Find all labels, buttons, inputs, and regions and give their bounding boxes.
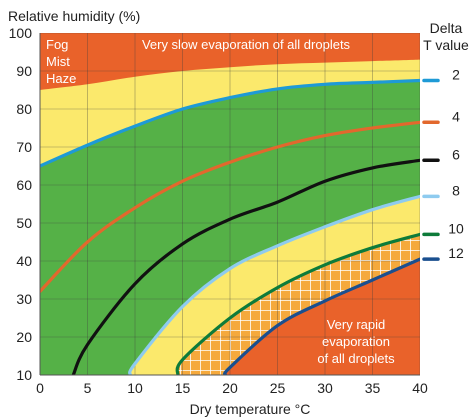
legend-label-delta-6: 6 [452, 146, 460, 162]
x-tick-label: 0 [36, 380, 44, 396]
y-tick-label: 10 [16, 367, 32, 383]
fog-label-2: Mist [46, 54, 70, 69]
y-tick-label: 30 [16, 291, 32, 307]
zone-text-layer: Fog Mist Haze Very slow evaporation of a… [46, 37, 395, 366]
legend-label-delta-4: 4 [452, 108, 460, 124]
x-tick-label: 30 [317, 380, 333, 396]
series-line-delta-10 [175, 232, 420, 375]
x-tick-label: 10 [127, 380, 143, 396]
x-tick-label: 40 [412, 380, 428, 396]
x-tick-label: 15 [175, 380, 191, 396]
legend-title-line1: Delta [430, 20, 463, 36]
fog-label-1: Fog [46, 37, 68, 52]
x-tick-label: 35 [365, 380, 381, 396]
fog-label-3: Haze [46, 71, 76, 86]
x-tick-label: 5 [84, 380, 92, 396]
y-tick-label: 20 [16, 329, 32, 345]
x-tick-label: 20 [222, 380, 238, 396]
y-axis-label: Relative humidity (%) [8, 8, 140, 24]
axes-layer: 0 5 10 15 20 25 30 35 40 10 20 30 40 50 60 70 80 90 100 [9, 25, 428, 396]
y-tick-label: 100 [9, 25, 33, 41]
series-line-delta-2 [40, 78, 420, 168]
zone-rapid-evaporation [224, 259, 420, 375]
legend-label-delta-2: 2 [452, 67, 460, 83]
series-layer [40, 78, 420, 375]
series-line-delta-4 [40, 120, 420, 293]
legend-title-line2: T value [423, 37, 469, 53]
legend: Delta T value 2 4 6 8 10 12 [422, 20, 469, 261]
series-line-delta-6 [71, 158, 420, 375]
y-tick-label: 60 [16, 177, 32, 193]
legend-label-delta-8: 8 [452, 182, 460, 198]
y-tick-label: 40 [16, 253, 32, 269]
slow-evaporation-label: Very slow evaporation of all droplets [142, 37, 351, 52]
series-line-delta-8 [128, 194, 420, 375]
y-tick-label: 80 [16, 101, 32, 117]
legend-label-delta-12: 12 [448, 245, 464, 261]
y-tick-label: 90 [16, 63, 32, 79]
y-tick-label: 50 [16, 215, 32, 231]
grid-layer [40, 33, 420, 375]
rapid-label-2: evaporation [322, 334, 390, 349]
rapid-label-3: of all droplets [317, 351, 395, 366]
series-line-delta-12 [223, 257, 420, 375]
x-tick-label: 25 [270, 380, 286, 396]
y-tick-label: 70 [16, 139, 32, 155]
x-axis-label: Dry temperature °C [190, 401, 311, 417]
legend-label-delta-10: 10 [448, 220, 464, 236]
rapid-label-1: Very rapid [327, 317, 386, 332]
